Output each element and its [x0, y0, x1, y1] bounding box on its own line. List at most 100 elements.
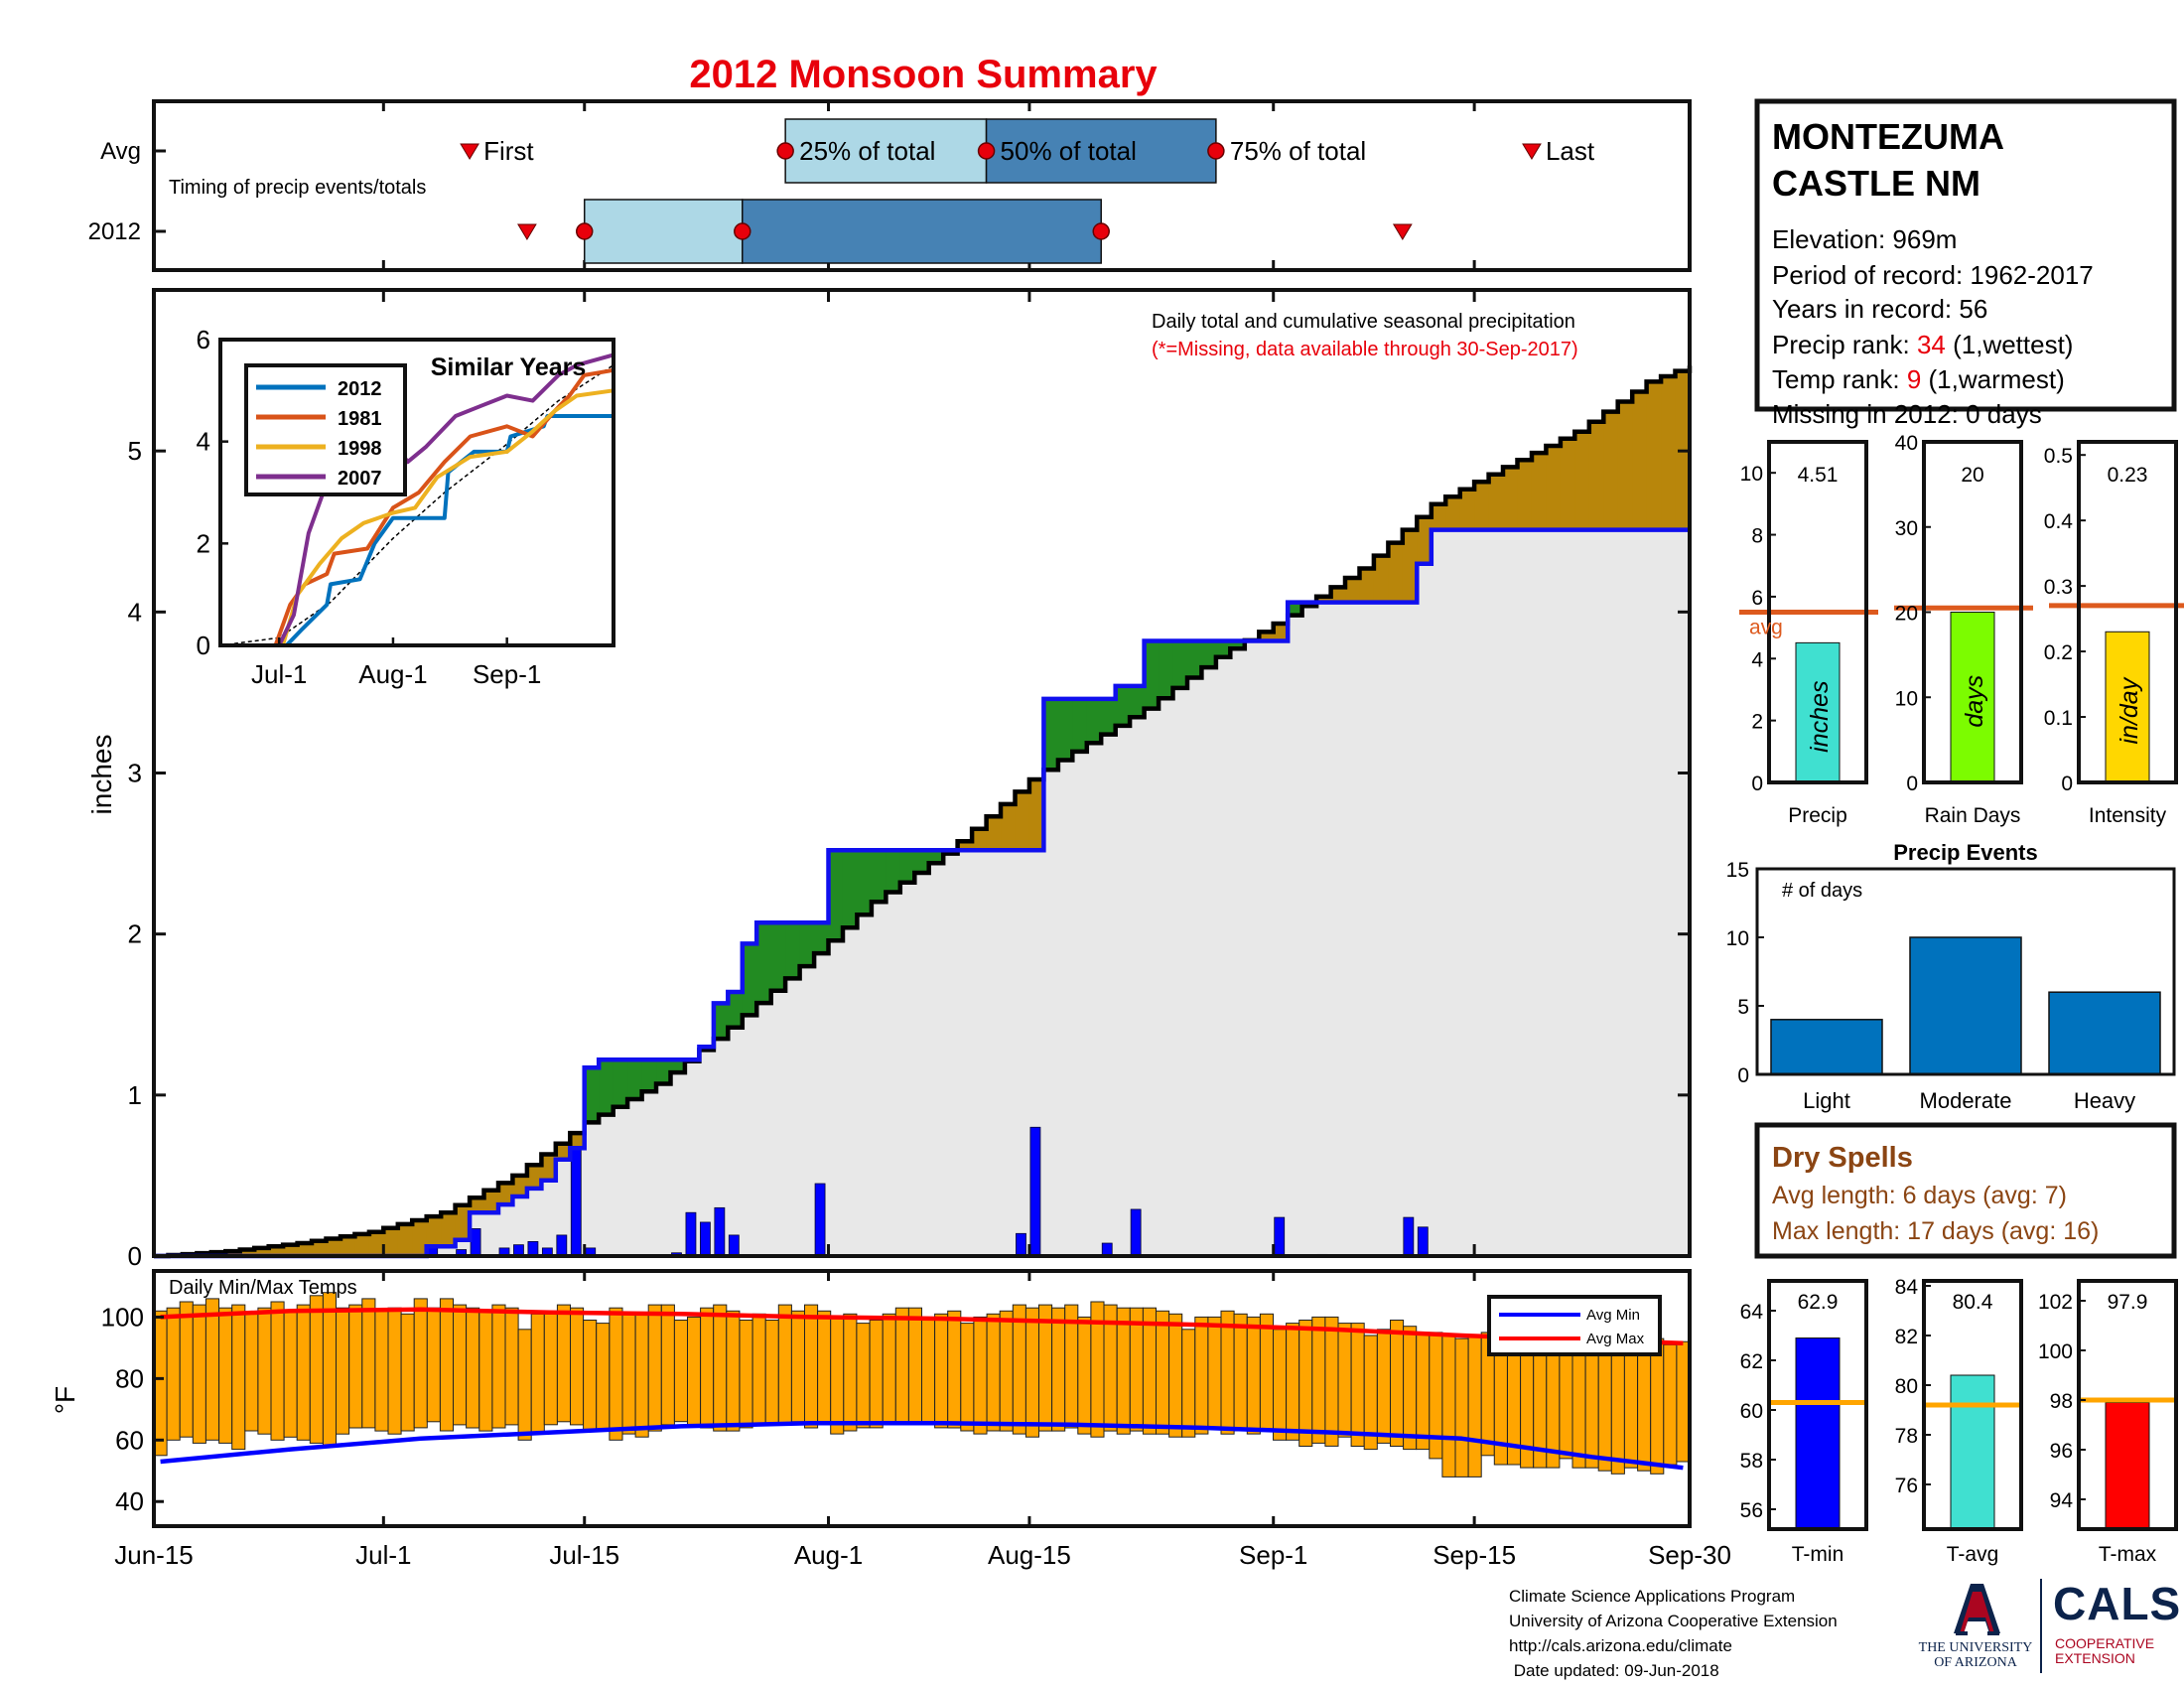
below-both-area	[154, 529, 1690, 1256]
temp-summary-ytick-label: 102	[2038, 1291, 2073, 1314]
daily-temp-bar	[739, 1320, 753, 1429]
daily-temp-bar	[517, 1329, 532, 1441]
inset-series-1998	[220, 388, 614, 647]
avg-min-temp-line	[160, 1421, 1684, 1471]
below-average-band	[1517, 460, 1533, 530]
daily-temp-bar	[400, 1313, 415, 1432]
below-average-band	[497, 1183, 514, 1205]
daily-temp-bar	[596, 1323, 611, 1432]
daily-temp-bar	[882, 1313, 896, 1423]
temp-summary-category: T-max	[2099, 1543, 2157, 1566]
credits-footer: Climate Science Applications Program Uni…	[1509, 1584, 1838, 1683]
daily-temp-bar	[713, 1304, 728, 1432]
inset-legend-label: 1998	[338, 438, 382, 460]
temps-frame	[152, 1269, 1692, 1528]
daily-temp-bar	[973, 1316, 988, 1435]
summary-unit-label: inches	[1806, 681, 1834, 753]
temp-summary-ytick-label: 98	[2050, 1390, 2073, 1413]
below-average-band	[483, 1190, 499, 1213]
daily-temp-bar	[1181, 1329, 1196, 1438]
inset-series-2007	[220, 352, 614, 647]
summary-value-label: 4.51	[1798, 464, 1839, 487]
timing-marker-last	[1522, 143, 1542, 160]
daily-precip-bar	[570, 1147, 582, 1257]
date-axis-label: Sep-15	[1433, 1540, 1516, 1570]
above-average-band	[914, 850, 930, 874]
temp-summary-ytick-label: 62	[1740, 1350, 1763, 1373]
timing-marker-p25	[776, 142, 794, 160]
timing-marker-p50	[977, 142, 996, 160]
temps-legend-max-label: Avg Max	[1586, 1331, 1645, 1347]
daily-temp-bar	[960, 1323, 975, 1432]
precip-event-bar-Heavy	[2048, 991, 2161, 1075]
precip-event-category: Heavy	[2074, 1088, 2135, 1113]
main-missing-note: (*=Missing, data available through 30-Se…	[1152, 339, 1578, 360]
credit-url[interactable]: http://cals.arizona.edu/climate	[1509, 1636, 1732, 1655]
summary-ytick-label: 0	[1751, 773, 1763, 795]
temp-summary-ytick-label: 78	[1895, 1425, 1918, 1448]
below-average-band	[1001, 803, 1017, 851]
above-average-band	[1043, 698, 1059, 771]
above-average-band	[928, 850, 944, 864]
daily-temp-bar	[361, 1298, 376, 1429]
below-average-band	[1617, 401, 1633, 530]
main-caption: Daily total and cumulative seasonal prec…	[1152, 311, 1575, 333]
inset-ytick-label: 0	[197, 631, 210, 660]
inset-series-2012	[220, 414, 614, 647]
inset-legend-label: 2012	[338, 378, 382, 400]
below-average-band	[340, 1236, 356, 1256]
below-average-band	[1028, 778, 1044, 851]
precip-rank-label: Precip rank:	[1772, 330, 1917, 359]
above-average-band	[670, 1059, 686, 1073]
temp-rank-value: 9	[1907, 364, 1921, 394]
temps-ytick-label: 40	[115, 1486, 144, 1516]
precip-event-bar-Moderate	[1909, 936, 2022, 1075]
daily-temp-bar	[1286, 1323, 1300, 1441]
daily-precip-bar	[1417, 1226, 1429, 1257]
summary-ytick-label: 10	[1895, 687, 1918, 710]
summary-ytick-label: 30	[1895, 517, 1918, 540]
daily-temp-bar	[777, 1304, 792, 1426]
precip-event-category: Light	[1803, 1088, 1850, 1113]
daily-temp-bar	[1337, 1323, 1352, 1438]
date-axis-label: Aug-1	[794, 1540, 863, 1570]
credit-program: Climate Science Applications Program	[1509, 1587, 1796, 1606]
date-axis-label: Sep-30	[1648, 1540, 1731, 1570]
daily-temp-bar	[687, 1316, 702, 1426]
summary-bar-Rain Days	[1950, 612, 1995, 783]
timing-panel: Avg 2012 Timing of precip events/totals Fir…	[88, 99, 1692, 272]
temp-summary-frame	[1922, 1279, 2023, 1531]
temp-summary-value: 62.9	[1798, 1291, 1839, 1314]
summary-bar-Precip	[1795, 641, 1841, 783]
ua-line1: THE UNIVERSITY	[1918, 1640, 2033, 1655]
daily-temp-bar	[283, 1310, 298, 1438]
summary-unit-label: days	[1961, 675, 1988, 728]
below-average-band	[1273, 624, 1289, 641]
temp-summary-value: 80.4	[1953, 1291, 1993, 1314]
credit-date-updated: Date updated: 09-Jun-2018	[1509, 1661, 1719, 1680]
main-ytick-label: 1	[128, 1080, 142, 1110]
temp-summary-category: T-avg	[1947, 1543, 1999, 1566]
below-average-band	[326, 1238, 341, 1256]
daily-temp-bar	[609, 1307, 623, 1441]
temp-summary-ytick-label: 84	[1895, 1276, 1919, 1299]
daily-temp-bar	[1168, 1313, 1183, 1438]
above-average-band	[899, 850, 915, 883]
below-average-band	[1661, 376, 1677, 530]
temps-ytick-label: 100	[101, 1302, 144, 1332]
timing-frame	[152, 99, 1692, 272]
temp-summary-frame	[1767, 1279, 1868, 1531]
below-average-band	[1531, 453, 1548, 530]
above-average-band	[1159, 640, 1174, 699]
daily-temp-bar	[894, 1307, 909, 1423]
daily-temp-bar	[1610, 1340, 1625, 1475]
summary-ytick-label: 6	[1751, 587, 1763, 610]
ua-line2: OF ARIZONA	[1934, 1655, 2017, 1670]
daily-temp-bar	[504, 1307, 519, 1426]
summary-category-label: Precip	[1788, 804, 1847, 827]
daily-temp-bar	[1650, 1337, 1665, 1475]
summary-frame	[1767, 440, 1868, 784]
daily-temp-bar	[1273, 1329, 1288, 1441]
temp-summary-bar-T-min	[1795, 1337, 1841, 1530]
below-average-band	[283, 1244, 299, 1256]
